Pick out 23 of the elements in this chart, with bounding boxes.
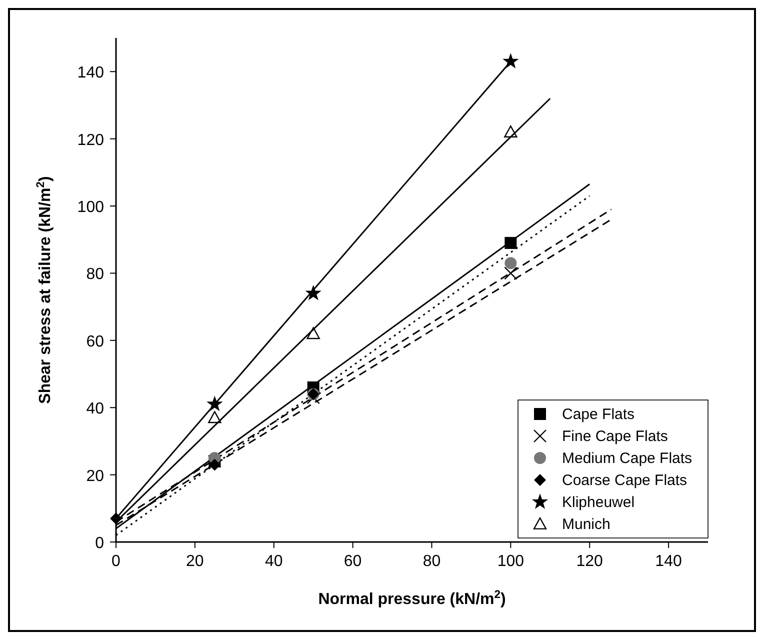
x-tick-label: 40 [264,553,283,570]
legend-label: Cape Flats [562,406,635,423]
legend-label: Fine Cape Flats [562,428,668,445]
y-tick-label: 60 [86,333,104,350]
x-tick-label: 100 [497,553,524,570]
y-tick-label: 0 [95,535,104,552]
x-tick-label: 60 [344,553,362,570]
legend-label: Klipheuwel [562,494,635,511]
x-tick-label: 80 [422,553,441,570]
y-tick-label: 120 [77,132,104,149]
legend-label: Munich [562,516,610,533]
legend-label: Coarse Cape Flats [562,472,688,489]
x-tick-label: 20 [186,553,204,570]
y-tick-label: 40 [86,400,104,418]
y-tick-label: 20 [86,468,104,485]
y-tick-label: 140 [77,64,104,82]
y-tick-label: 80 [86,266,104,284]
y-tick-label: 100 [77,199,104,216]
x-tick-label: 0 [112,553,121,570]
x-tick-label: 120 [576,553,604,570]
x-axis-title: Normal pressure (kN/m$^{2}$) [318,589,506,608]
x-tick-label: 140 [655,553,682,570]
legend-label: Medium Cape Flats [562,450,692,467]
